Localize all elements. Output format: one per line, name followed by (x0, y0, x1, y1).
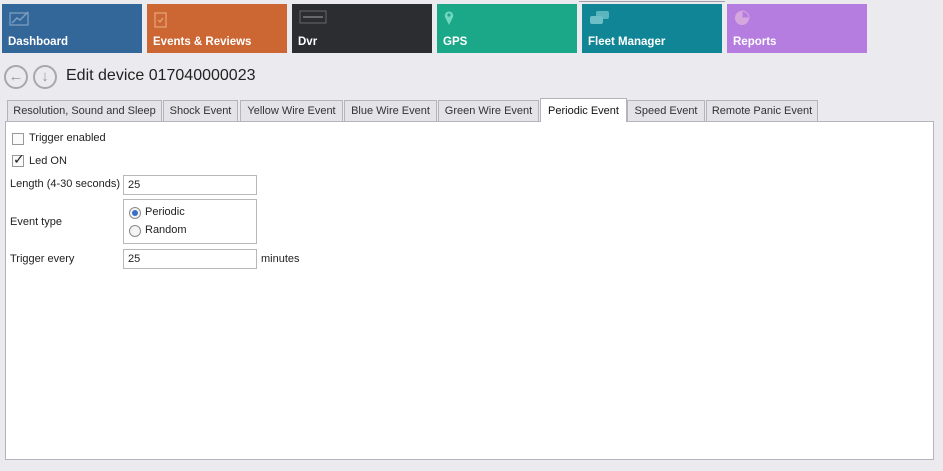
led-on-label: Led ON (29, 155, 67, 167)
tile-label: Events & Reviews (153, 36, 252, 48)
back-button[interactable]: ← (4, 65, 28, 89)
radio-random-label: Random (145, 224, 187, 236)
tab-blue-wire-event[interactable]: Blue Wire Event (344, 100, 437, 122)
tab-shock-event[interactable]: Shock Event (163, 100, 238, 122)
tile-label: GPS (443, 36, 468, 48)
periodic-event-panel (5, 121, 934, 460)
chart-line-icon (9, 11, 29, 26)
length-label: Length (4-30 seconds) (10, 178, 121, 190)
page-title: Edit device 017040000023 (66, 67, 256, 84)
trigger-every-label: Trigger every (10, 253, 75, 265)
tile-dashboard[interactable]: Dashboard (2, 4, 142, 53)
tab-periodic-event[interactable]: Periodic Event (540, 98, 627, 122)
trigger-enabled-label: Trigger enabled (29, 132, 106, 144)
minutes-unit-label: minutes (261, 253, 300, 265)
dvr-logo-icon (299, 10, 327, 24)
tile-gps[interactable]: GPS (437, 4, 577, 53)
selected-tile-indicator (579, 1, 725, 2)
pie-chart-icon (735, 10, 750, 25)
arrow-down-icon: ↓ (41, 68, 49, 85)
trigger-enabled-checkbox[interactable] (12, 133, 24, 145)
save-download-button[interactable]: ↓ (33, 65, 57, 89)
tile-reports[interactable]: Reports (727, 4, 867, 53)
radio-periodic[interactable] (129, 207, 141, 219)
radio-periodic-label: Periodic (145, 206, 185, 218)
trigger-every-input[interactable]: 25 (123, 249, 257, 269)
checkmark-icon: ✓ (13, 151, 25, 167)
tab-remote-panic-event[interactable]: Remote Panic Event (706, 100, 818, 122)
tile-label: Reports (733, 36, 777, 48)
radio-random[interactable] (129, 225, 141, 237)
tab-yellow-wire-event[interactable]: Yellow Wire Event (240, 100, 343, 122)
tab-green-wire-event[interactable]: Green Wire Event (438, 100, 539, 122)
tile-events-reviews[interactable]: Events & Reviews (147, 4, 287, 53)
tile-label: Dashboard (8, 36, 69, 48)
tab-speed-event[interactable]: Speed Event (627, 100, 705, 122)
map-pin-icon (444, 11, 454, 25)
led-on-checkbox[interactable]: ✓ (12, 151, 25, 167)
tile-label: Dvr (298, 36, 318, 48)
tile-label: Fleet Manager (588, 36, 666, 48)
length-input[interactable]: 25 (123, 175, 257, 195)
event-type-label: Event type (10, 216, 62, 228)
cars-icon (590, 11, 609, 24)
tab-resolution-sound-sleep[interactable]: Resolution, Sound and Sleep (7, 100, 162, 122)
tile-fleet-manager[interactable]: Fleet Manager (582, 4, 722, 53)
tile-dvr[interactable]: Dvr (292, 4, 432, 53)
arrow-left-icon: ← (8, 68, 24, 85)
event-type-group (123, 199, 257, 244)
clipboard-check-icon (154, 12, 167, 28)
